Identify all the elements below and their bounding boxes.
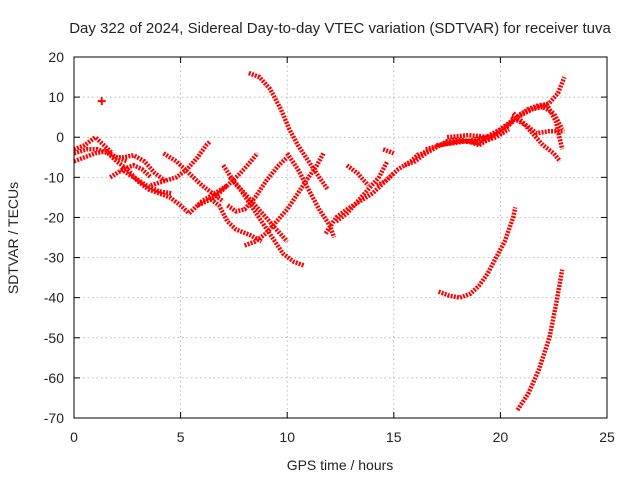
series-track-32 [515, 269, 565, 412]
x-tick-label: 20 [493, 429, 509, 445]
x-axis-label: GPS time / hours [287, 457, 394, 473]
series-track-19 [334, 160, 390, 224]
series-track-12 [221, 164, 289, 243]
series-track-17 [285, 152, 337, 239]
y-tick-label: 10 [48, 89, 64, 105]
y-tick-label: -70 [44, 410, 64, 426]
plot-frame [73, 56, 608, 419]
series-track-20 [345, 163, 370, 187]
data-series [73, 70, 567, 412]
series-track-1 [73, 134, 114, 155]
y-tick-label: -40 [44, 290, 64, 306]
x-tick-label: 5 [177, 429, 185, 445]
x-tick-label: 0 [70, 429, 78, 445]
x-tick-label: 15 [386, 429, 402, 445]
y-tick-label: 20 [48, 49, 64, 65]
series-track-5 [112, 153, 168, 184]
y-tick-label: -50 [44, 330, 64, 346]
series-track-10 [196, 151, 260, 208]
y-tick-label: -20 [44, 209, 64, 225]
series-track-31 [437, 206, 518, 300]
series-track-22 [382, 147, 395, 156]
series-track-27 [446, 102, 565, 150]
y-tick-label: -60 [44, 370, 64, 386]
axis-ticks: 0 5 10 15 20 25 -70 -60 -50 -40 -30 -20 -10 0 10 20 [44, 49, 615, 445]
y-axis-label: SDTVAR / TECUs [5, 182, 21, 294]
series-track-13 [227, 175, 306, 268]
series-track-30 [511, 111, 562, 163]
y-tick-label: -10 [44, 169, 64, 185]
series-track-16 [247, 70, 330, 191]
y-tick-label: -30 [44, 250, 64, 266]
series-track-18 [323, 171, 396, 235]
series-track-28 [477, 76, 567, 148]
grid-lines [74, 57, 607, 418]
chart-title: Day 322 of 2024, Sidereal Day-to-day VTE… [69, 20, 611, 37]
series-track-11 [206, 195, 263, 244]
series-track-7 [150, 139, 212, 188]
x-tick-label: 25 [599, 429, 615, 445]
data-marker [97, 97, 106, 106]
series-track-29 [510, 115, 565, 136]
x-tick-label: 10 [279, 429, 295, 445]
y-tick-label: 0 [56, 129, 64, 145]
series-track-21 [375, 151, 421, 188]
series-track-6 [119, 167, 173, 196]
series-track-14 [226, 155, 289, 214]
series-track-4 [109, 163, 153, 180]
